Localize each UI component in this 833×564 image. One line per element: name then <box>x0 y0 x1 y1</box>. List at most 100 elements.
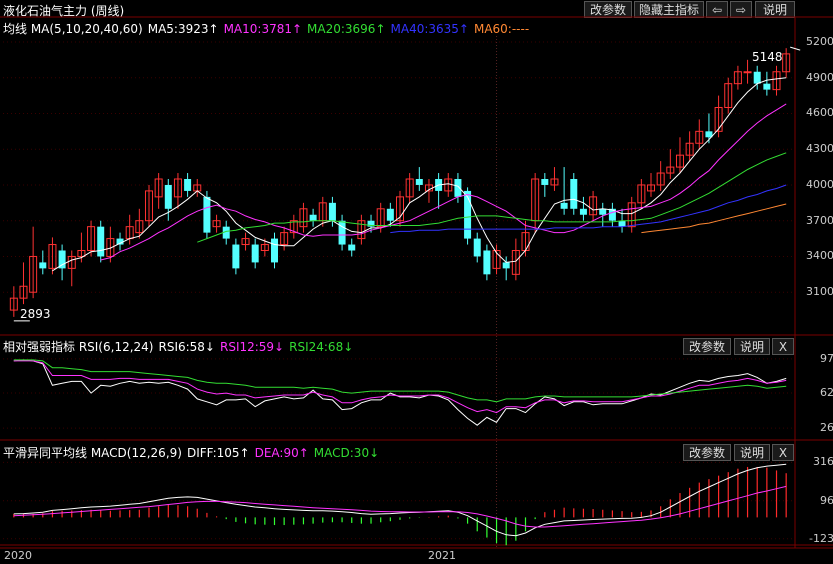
rsi-tick-26: 26 <box>820 421 833 435</box>
macd-help-button[interactable]: 说明 <box>734 444 770 461</box>
candle-body-64 <box>627 202 636 228</box>
macd-legend-item-0: 平滑异同平均线 MACD(12,26,9) <box>3 446 182 460</box>
candle-body-39 <box>386 208 394 221</box>
price-tick-5200: 5200 <box>806 34 833 48</box>
macd-tick-316: 316 <box>813 455 833 469</box>
candle-body-57 <box>560 202 568 209</box>
candle-body-33 <box>328 202 336 221</box>
candle-body-23 <box>232 244 240 269</box>
rsi-legend-item-1: RSI6:58↓ <box>158 340 215 354</box>
candle-body-8 <box>87 226 96 252</box>
macd-legend-item-2: DEA:90↑ <box>254 446 309 460</box>
ma-line-ma5 <box>52 77 787 272</box>
candle-body-24 <box>241 238 250 246</box>
macd-tick--123: -123 <box>809 531 833 545</box>
x-label-2020: 2020 <box>4 549 32 562</box>
candle-body-52 <box>511 250 520 275</box>
candle-body-47 <box>464 190 472 239</box>
candle-body-20 <box>203 196 211 233</box>
candle-body-58 <box>570 179 578 209</box>
candle-body-51 <box>502 262 510 269</box>
candle-body-41 <box>405 178 414 198</box>
candle-body-29 <box>289 220 298 234</box>
candle-body-9 <box>97 226 105 257</box>
candle-body-34 <box>338 220 346 245</box>
candle-body-22 <box>222 226 230 239</box>
rsi-line-rsi12 <box>13 360 787 414</box>
price-tick-3700: 3700 <box>806 213 833 227</box>
candle-body-67 <box>656 172 665 186</box>
rsi-line-rsi24 <box>13 359 787 403</box>
price-legend-item-4: MA40:3635↑ <box>390 22 469 36</box>
candle-body-16 <box>164 184 172 209</box>
candle-body-15 <box>154 178 163 198</box>
candle-body-10 <box>106 238 115 257</box>
candle-body-11 <box>116 238 124 245</box>
macd-close-icon[interactable]: X <box>772 444 794 461</box>
price-legend-item-5: MA60:---- <box>473 22 530 36</box>
candle-body-14 <box>144 190 153 222</box>
rsi-legend-item-0: 相对强弱指标 RSI(6,12,24) <box>3 340 154 354</box>
ma-line-ma60 <box>641 203 787 234</box>
rsi-edit-params-button[interactable]: 改参数 <box>683 338 731 355</box>
rsi-tick-62: 62 <box>820 386 833 400</box>
candle-body-4 <box>48 244 57 269</box>
candle-body-59 <box>579 208 587 215</box>
candle-body-7 <box>77 250 86 257</box>
candle-body-30 <box>299 208 308 228</box>
candle-body-62 <box>608 208 616 221</box>
price-tick-3100: 3100 <box>806 285 833 299</box>
candle-body-56 <box>550 178 559 186</box>
candle-body-80 <box>782 53 791 73</box>
price-legend-item-2: MA10:3781↑ <box>223 22 303 36</box>
macd-line-dea <box>13 485 787 528</box>
rsi-close-icon[interactable]: X <box>772 338 794 355</box>
candle-body-75 <box>733 71 742 85</box>
candle-body-18 <box>184 179 192 191</box>
candle-body-55 <box>541 179 549 185</box>
candle-body-25 <box>251 244 259 263</box>
candle-body-35 <box>348 244 356 251</box>
candle-body-46 <box>454 179 462 197</box>
price-tick-3400: 3400 <box>806 249 833 263</box>
candle-body-71 <box>695 130 704 144</box>
candle-body-60 <box>589 196 598 216</box>
candle-body-74 <box>724 83 733 108</box>
macd-edit-params-button[interactable]: 改参数 <box>683 444 731 461</box>
price-legend-item-1: MA5:3923↑ <box>147 22 219 36</box>
price-tick-4600: 4600 <box>806 106 833 120</box>
ma-line-ma10 <box>100 103 787 261</box>
macd-legend: 平滑异同平均线 MACD(12,26,9) DIFF:105↑ DEA:90↑ MAC… <box>3 444 384 461</box>
high-marker <box>790 46 801 51</box>
rsi-tick-97: 97 <box>820 351 833 365</box>
candle-body-49 <box>483 250 491 275</box>
candle-body-40 <box>396 196 404 222</box>
candle-body-66 <box>647 184 656 192</box>
price-legend-item-0: 均线 MA(5,10,20,40,60) <box>3 22 143 36</box>
candle-body-78 <box>763 83 771 90</box>
macd-legend-item-1: DIFF:105↑ <box>186 446 250 460</box>
candle-body-72 <box>705 131 713 138</box>
ma-line-ma20 <box>197 152 787 243</box>
candle-body-6 <box>67 255 76 269</box>
candle-body-50 <box>492 250 501 269</box>
price-tick-4000: 4000 <box>806 177 833 191</box>
candle-body-76 <box>743 71 752 74</box>
candle-body-37 <box>367 220 375 227</box>
candle-body-5 <box>58 250 66 269</box>
rsi-help-button[interactable]: 说明 <box>734 338 770 355</box>
x-label-2021: 2021 <box>428 549 456 562</box>
candle-body-38 <box>376 208 385 228</box>
rsi-legend: 相对强弱指标 RSI(6,12,24) RSI6:58↓ RSI12:59↓ RSI2… <box>3 338 358 355</box>
candle-body-3 <box>39 262 47 269</box>
chart-title: 液化石油气主力 (周线) <box>3 4 125 18</box>
candle-body-13 <box>135 220 144 234</box>
candle-body-36 <box>357 220 366 240</box>
candle-body-21 <box>212 220 221 228</box>
candle-body-1 <box>19 285 28 299</box>
candle-body-48 <box>473 238 481 257</box>
price-legend-item-3: MA20:3696↑ <box>307 22 386 36</box>
candle-body-17 <box>173 178 182 198</box>
rsi-legend-item-2: RSI12:59↓ <box>219 340 285 354</box>
